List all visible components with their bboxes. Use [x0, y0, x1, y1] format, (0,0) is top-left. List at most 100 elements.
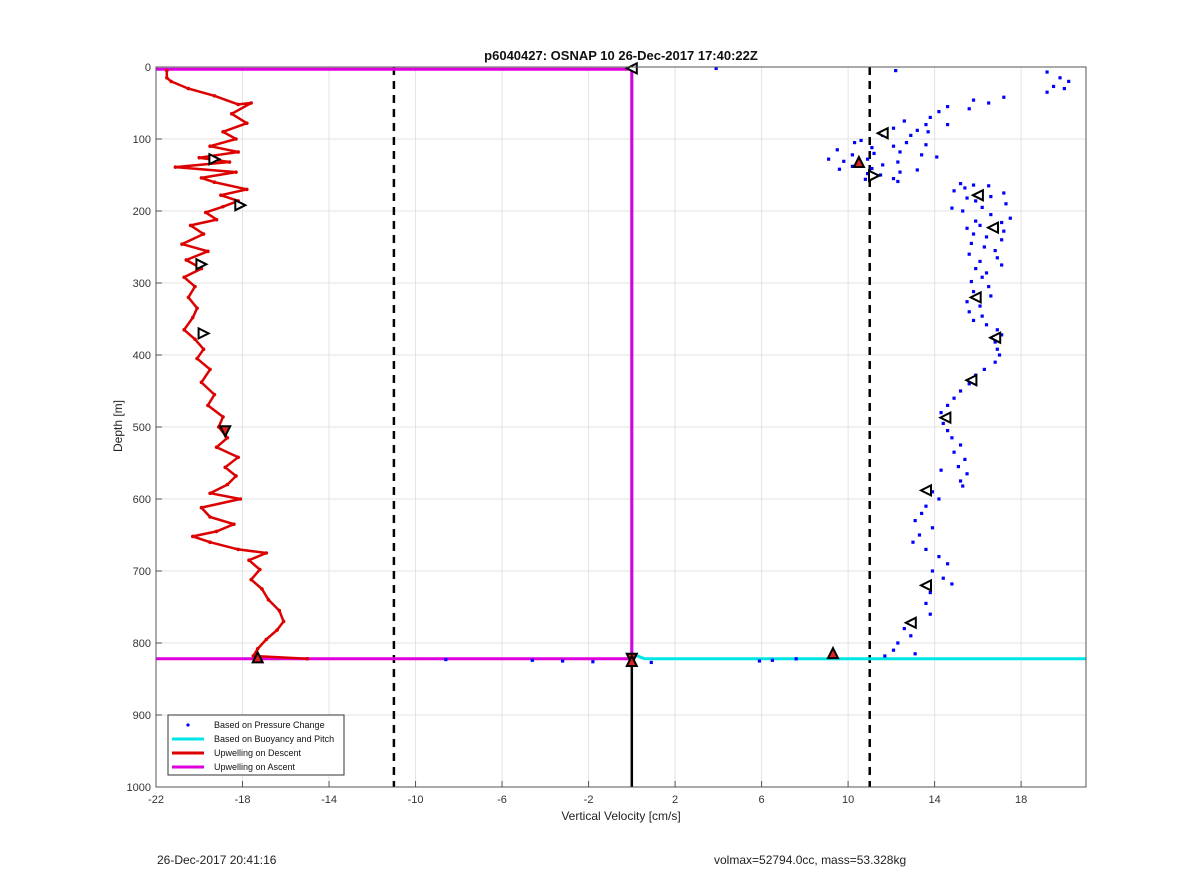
- marker-triangle: [918, 483, 932, 498]
- pressure-change-point: [995, 328, 999, 332]
- descent-point: [245, 187, 249, 192]
- pressure-change-point: [952, 189, 956, 193]
- marker-triangle: [234, 198, 248, 212]
- y-tick-label: 500: [133, 422, 151, 434]
- pressure-change-point: [591, 660, 595, 664]
- pressure-change-point: [952, 396, 956, 400]
- pressure-change-point: [896, 641, 900, 645]
- marker-triangle: [218, 425, 232, 439]
- x-tick-label: 2: [672, 794, 678, 806]
- pressure-change-point: [757, 659, 762, 663]
- legend-box: [167, 714, 345, 776]
- x-tick-label: -14: [321, 794, 337, 806]
- pressure-change-point: [852, 141, 857, 145]
- pressure-change-point: [915, 128, 919, 132]
- descent-point: [208, 515, 212, 519]
- descent-point: [165, 76, 169, 80]
- descent-point: [249, 101, 253, 105]
- pressure-change-point: [958, 389, 963, 393]
- x-tick-label: 6: [759, 794, 765, 806]
- legend-label: Based on Buoyancy and Pitch: [214, 734, 334, 744]
- descent-point: [195, 356, 199, 361]
- pressure-change-point: [649, 660, 653, 665]
- legend-label: Based on Pressure Change: [214, 720, 325, 730]
- pressure-change-point: [870, 146, 874, 150]
- series-descent-line: [165, 70, 308, 661]
- descent-point: [264, 551, 269, 555]
- pressure-change-point: [1004, 202, 1008, 206]
- pressure-change-point: [924, 504, 928, 508]
- y-tick-label: 1000: [127, 782, 151, 794]
- pressure-change-point: [1045, 90, 1049, 94]
- marker-triangle: [970, 188, 984, 202]
- descent-point: [221, 130, 225, 134]
- pressure-change-point: [863, 177, 867, 181]
- pressure-change-point: [961, 209, 965, 213]
- footer-timestamp: 26-Dec-2017 20:41:16: [157, 853, 277, 867]
- pressure-change-point: [1008, 216, 1012, 220]
- pressure-change-point: [974, 219, 978, 223]
- pressure-change-point: [1051, 84, 1056, 89]
- pressure-change-point: [894, 69, 898, 73]
- descent-point: [258, 567, 262, 572]
- marker-triangle: [624, 61, 638, 76]
- pressure-change-point: [993, 360, 997, 364]
- y-tick-label: 300: [133, 278, 151, 290]
- pressure-change-point: [770, 658, 774, 662]
- pressure-change-point: [859, 138, 863, 143]
- descent-point: [199, 505, 204, 510]
- x-tick-label: 10: [842, 794, 854, 806]
- pressure-change-point: [978, 304, 982, 308]
- legend-label: Upwelling on Ascent: [214, 762, 296, 772]
- descent-point: [169, 79, 173, 84]
- descent-point: [236, 455, 240, 460]
- pressure-change-point: [1000, 333, 1004, 337]
- descent-point: [266, 598, 271, 602]
- pressure-change-point: [1062, 87, 1066, 91]
- descent-point: [201, 347, 206, 352]
- descent-point: [182, 275, 186, 280]
- pressure-change-point: [945, 123, 950, 127]
- descent-point: [223, 465, 228, 470]
- pressure-change-point: [965, 196, 969, 200]
- descent-point: [180, 242, 184, 246]
- descent-point: [234, 137, 238, 141]
- marker-triangle: [918, 578, 932, 593]
- x-tick-label: -6: [497, 794, 507, 806]
- marker-triangle: [208, 152, 222, 166]
- descent-point: [186, 295, 191, 300]
- pressure-change-point: [965, 226, 969, 230]
- pressure-change-point: [984, 235, 989, 239]
- pressure-change-point: [911, 540, 915, 544]
- y-tick-label: 0: [145, 62, 151, 74]
- pressure-change-point: [530, 658, 534, 662]
- pressure-change-point: [924, 123, 928, 127]
- pressure-change-point: [965, 472, 969, 476]
- marker-triangle: [938, 410, 952, 425]
- pressure-change-point: [967, 252, 971, 256]
- pressure-change-point: [984, 323, 989, 327]
- pressure-change-point: [989, 213, 993, 217]
- pressure-change-point: [941, 576, 945, 580]
- pressure-change-point: [995, 347, 999, 351]
- pressure-change-point: [945, 105, 950, 109]
- descent-point: [195, 306, 199, 311]
- pressure-change-point: [978, 223, 982, 227]
- pressure-change-point: [969, 241, 973, 245]
- pressure-change-point: [898, 150, 902, 154]
- pressure-change-point: [926, 130, 930, 134]
- descent-point: [206, 249, 210, 254]
- x-tick-label: -2: [584, 794, 594, 806]
- descent-point: [232, 522, 236, 526]
- descent-point: [236, 150, 240, 154]
- pressure-change-point: [896, 179, 900, 184]
- pressure-change-point: [989, 195, 993, 199]
- descent-point: [193, 284, 197, 289]
- descent-point: [221, 415, 225, 419]
- descent-point: [214, 445, 219, 449]
- descent-point: [188, 223, 193, 228]
- pressure-change-point: [982, 367, 986, 371]
- descent-point: [214, 217, 219, 222]
- pressure-change-point: [1000, 238, 1004, 242]
